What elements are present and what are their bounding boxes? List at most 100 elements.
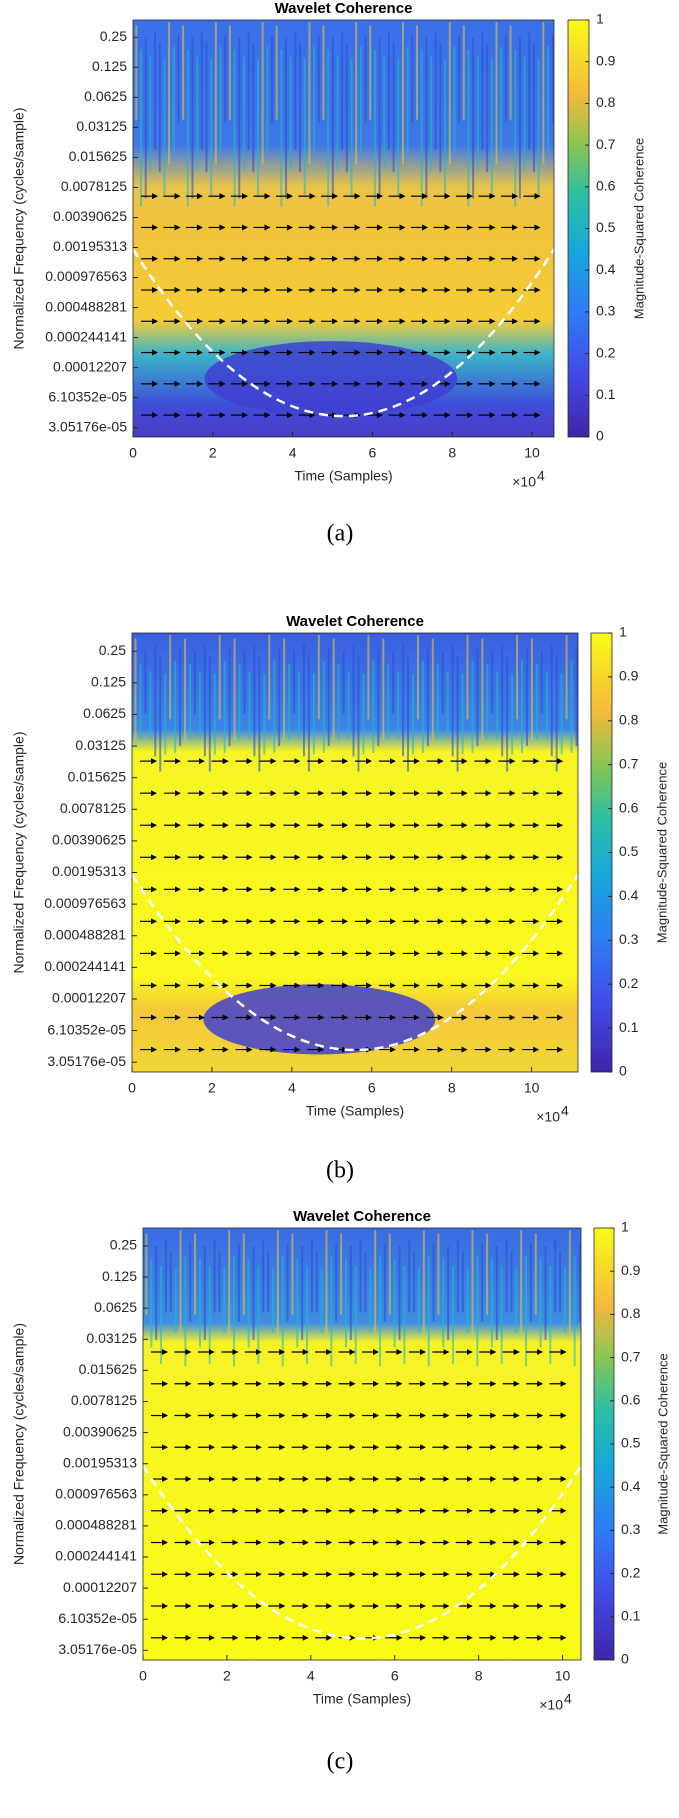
y-tick-label: 0.00390625 [53,208,127,224]
plot-frame [132,19,555,438]
coherence-streak [398,1246,401,1341]
y-tick-label: 0.00390625 [63,1423,137,1439]
coherence-streak [439,42,442,173]
coherence-streak [139,664,142,740]
x-tick-label: 6 [369,445,377,461]
coherence-streak [218,1251,221,1312]
coherence-streak [551,35,554,123]
coherence-streak [425,37,428,199]
coherence-streak [466,1268,469,1333]
coherence-streak [203,644,206,757]
coherence-streak [145,1233,148,1315]
y-tick-label: 0.03125 [75,737,126,753]
coherence-streak [154,31,157,150]
coherence-streak [182,25,185,120]
coherence-streak [486,1233,489,1315]
coherence-streak [514,49,517,207]
coherence-streak [285,37,288,199]
y-tick-label: 0.00195313 [53,238,127,254]
coherence-streak [495,1246,498,1341]
coherence-streak [421,661,424,753]
coherence-streak [362,673,365,755]
y-tick-label: 0.0625 [84,88,127,104]
y-tick-label: 3.05176e-05 [47,1053,126,1069]
coherence-streak [525,1255,528,1367]
coherence-streak [525,648,528,746]
coherence-streak [501,644,504,757]
coherence-streak [238,37,241,199]
x-exponent: 4 [561,1103,569,1119]
coherence-streak [355,22,358,165]
y-tick-label: 0.000488281 [45,298,127,314]
coherence-streak [539,1258,542,1348]
colorbar-tick-label: 0.2 [619,975,639,991]
coherence-streak [532,42,535,173]
coherence-streak [406,46,409,153]
coherence-streak [467,49,470,207]
coherence-streak [528,31,531,150]
coherence-streak [337,664,340,740]
x-tick-label: 0 [139,1668,147,1684]
coherence-streak [461,1251,464,1312]
coherence-streak [549,1266,552,1364]
y-tick-label: 0.00390625 [52,832,126,848]
coherence-streak [317,35,320,123]
coherence-streak [476,648,479,746]
coherence-streak [453,46,456,153]
colorbar-tick-label: 0.4 [619,887,639,903]
coherence-streak [516,635,519,720]
x-tick-label: 0 [129,445,137,461]
coherence-streak [413,1251,416,1312]
coherence-streak [486,42,489,173]
coherence-streak [219,46,222,153]
coherence-streak [416,25,419,120]
coherence-streak [322,661,325,753]
colorbar-tick-label: 0.9 [621,1262,641,1278]
coherence-streak [237,1243,240,1322]
coherence-streak [271,1268,274,1333]
coherence-streak [312,673,315,755]
y-tick-label: 0.000488281 [44,926,126,942]
coherence-streak [344,1258,347,1348]
coherence-streak [545,671,548,739]
coherence-streak [500,1266,503,1364]
coherence-streak [144,37,147,199]
x-tick-label: 4 [307,1668,315,1684]
colorbar-tick-label: 0.7 [596,136,616,152]
y-tick-label: 0.000976563 [44,895,126,911]
coherence-streak [298,671,301,739]
colorbar-tick-label: 0.1 [619,1019,639,1035]
y-tick-label: 6.10352e-05 [48,388,127,404]
coherence-streak [417,1268,420,1333]
x-tick-label: 2 [209,445,217,461]
coherence-streak [301,1246,304,1341]
y-tick-label: 0.00012207 [53,358,127,374]
coherence-streak [184,638,187,741]
colorbar-label: Magnitude-Squared Coherence [655,1353,670,1534]
coherence-streak [537,58,540,196]
coherence-streak [515,1268,518,1333]
coherence-streak [155,1246,158,1341]
colorbar-tick-label: 0 [619,1063,627,1079]
coherence-streak [387,31,390,150]
coherence-streak [392,651,395,714]
coherence-streak [308,22,311,165]
coherence-streak [383,56,386,171]
coherence-streak [500,46,503,153]
coherence-streak [520,1230,523,1338]
chart-title: Wavelet Coherence [293,1208,431,1225]
coherence-streak [458,35,461,123]
coherence-streak [303,58,306,196]
y-tick-label: 0.015625 [79,1361,138,1377]
coherence-streak [427,1255,430,1367]
coherence-streak [172,46,175,153]
coherence-streak [164,673,167,755]
colorbar-tick-label: 0.6 [619,799,639,815]
coherence-streak [364,1251,367,1312]
coherence-streak [420,49,423,207]
coherence-streak [247,1258,250,1348]
coherence-streak [281,1255,284,1367]
coherence-streak [388,1233,391,1315]
coherence-streak [340,1233,343,1315]
